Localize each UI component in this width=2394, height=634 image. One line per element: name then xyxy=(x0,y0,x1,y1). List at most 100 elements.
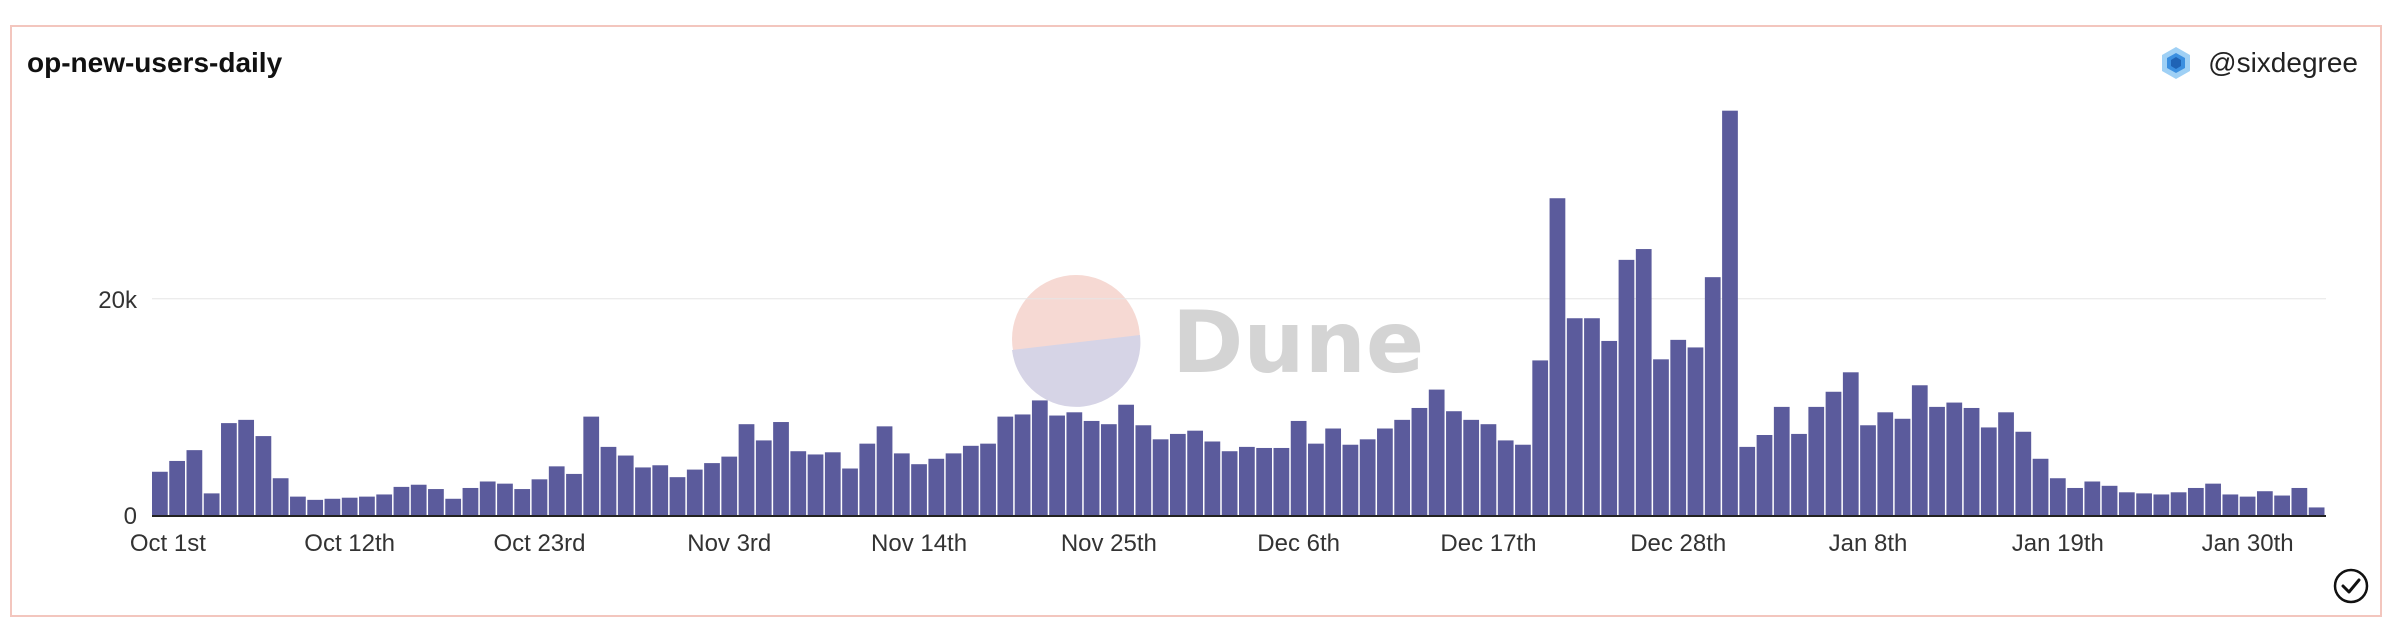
bar[interactable] xyxy=(1394,419,1411,515)
bar[interactable] xyxy=(980,443,996,515)
bar[interactable] xyxy=(962,445,979,515)
bar[interactable] xyxy=(2291,487,2308,515)
bar[interactable] xyxy=(2170,492,2187,515)
bar[interactable] xyxy=(376,494,393,515)
bar[interactable] xyxy=(531,479,548,515)
bar[interactable] xyxy=(1618,259,1635,515)
bar[interactable] xyxy=(2049,478,2066,515)
bar[interactable] xyxy=(1221,451,1238,515)
bar[interactable] xyxy=(2239,496,2256,515)
bar[interactable] xyxy=(1584,318,1600,515)
bar[interactable] xyxy=(1929,406,1945,515)
bar[interactable] xyxy=(1998,412,2014,515)
bar[interactable] xyxy=(876,426,893,515)
bar[interactable] xyxy=(893,453,910,515)
author-badge[interactable]: @sixdegree xyxy=(2158,45,2358,81)
bar[interactable] xyxy=(1791,433,1807,515)
bar[interactable] xyxy=(2153,494,2170,515)
bar[interactable] xyxy=(1308,443,1324,515)
bar[interactable] xyxy=(2308,507,2325,515)
bar[interactable] xyxy=(1963,407,1980,515)
bar[interactable] xyxy=(497,483,513,515)
bar[interactable] xyxy=(1480,424,1497,515)
bar[interactable] xyxy=(1946,402,1963,515)
bar[interactable] xyxy=(2101,485,2118,515)
bar[interactable] xyxy=(600,446,617,515)
bar[interactable] xyxy=(393,486,410,515)
bar[interactable] xyxy=(1359,439,1376,515)
bar[interactable] xyxy=(1031,400,1048,515)
bar[interactable] xyxy=(721,456,738,515)
bar[interactable] xyxy=(428,489,444,515)
bar[interactable] xyxy=(635,467,651,515)
bar[interactable] xyxy=(738,424,755,515)
bar[interactable] xyxy=(928,458,945,515)
bar[interactable] xyxy=(773,422,789,515)
bar[interactable] xyxy=(445,498,462,515)
bar[interactable] xyxy=(1532,360,1549,515)
bar[interactable] xyxy=(1377,428,1393,515)
bar[interactable] xyxy=(1204,441,1221,515)
bar[interactable] xyxy=(2032,458,2049,515)
bar[interactable] xyxy=(307,499,324,515)
bar[interactable] xyxy=(1446,411,1462,515)
bar[interactable] xyxy=(1239,446,1255,515)
bar[interactable] xyxy=(169,460,185,515)
bar[interactable] xyxy=(566,473,582,515)
bar[interactable] xyxy=(2222,494,2239,515)
bar[interactable] xyxy=(514,489,531,515)
bar[interactable] xyxy=(2067,487,2083,515)
bar[interactable] xyxy=(669,477,686,515)
bar[interactable] xyxy=(1325,428,1342,515)
bar[interactable] xyxy=(1497,440,1514,515)
check-circle-icon[interactable] xyxy=(2332,567,2370,605)
bar[interactable] xyxy=(1601,340,1618,515)
bar[interactable] xyxy=(807,454,824,515)
bar[interactable] xyxy=(1808,406,1825,515)
bar[interactable] xyxy=(1635,249,1652,516)
bar[interactable] xyxy=(255,436,272,515)
bar[interactable] xyxy=(1773,406,1790,515)
bar[interactable] xyxy=(1704,277,1721,515)
bar[interactable] xyxy=(945,453,962,515)
bar[interactable] xyxy=(479,481,496,515)
bar[interactable] xyxy=(2187,487,2204,515)
bar[interactable] xyxy=(1756,435,1773,515)
bar[interactable] xyxy=(2118,492,2135,515)
bar[interactable] xyxy=(410,484,427,515)
bar[interactable] xyxy=(1877,412,1894,515)
bar[interactable] xyxy=(1911,385,1928,515)
bar[interactable] xyxy=(1118,404,1134,515)
bar[interactable] xyxy=(859,443,876,515)
bar[interactable] xyxy=(1566,318,1583,515)
bar[interactable] xyxy=(652,465,669,515)
bar[interactable] xyxy=(1100,424,1117,515)
bar[interactable] xyxy=(2084,481,2101,515)
bar[interactable] xyxy=(1687,347,1704,515)
bar[interactable] xyxy=(1135,425,1152,515)
bar[interactable] xyxy=(1825,391,1842,515)
bar[interactable] xyxy=(1739,446,1756,515)
bar[interactable] xyxy=(359,496,375,515)
bar[interactable] xyxy=(1722,110,1738,516)
bar[interactable] xyxy=(1549,198,1566,516)
bar[interactable] xyxy=(1152,439,1169,515)
bar[interactable] xyxy=(2256,491,2273,515)
bar[interactable] xyxy=(1653,359,1669,515)
bar[interactable] xyxy=(1670,339,1687,515)
bar[interactable] xyxy=(186,450,203,515)
bar[interactable] xyxy=(1860,425,1876,515)
bar[interactable] xyxy=(1256,447,1272,515)
bar[interactable] xyxy=(755,440,772,515)
bar[interactable] xyxy=(1980,427,1997,515)
bar[interactable] xyxy=(1411,407,1428,515)
bar[interactable] xyxy=(617,455,634,515)
bar[interactable] xyxy=(704,463,720,515)
bar[interactable] xyxy=(790,451,807,515)
bar[interactable] xyxy=(1169,433,1186,515)
bar[interactable] xyxy=(2274,495,2290,515)
bar[interactable] xyxy=(1463,419,1480,515)
bar[interactable] xyxy=(1066,412,1083,515)
bar[interactable] xyxy=(272,478,289,515)
bar[interactable] xyxy=(997,416,1014,515)
